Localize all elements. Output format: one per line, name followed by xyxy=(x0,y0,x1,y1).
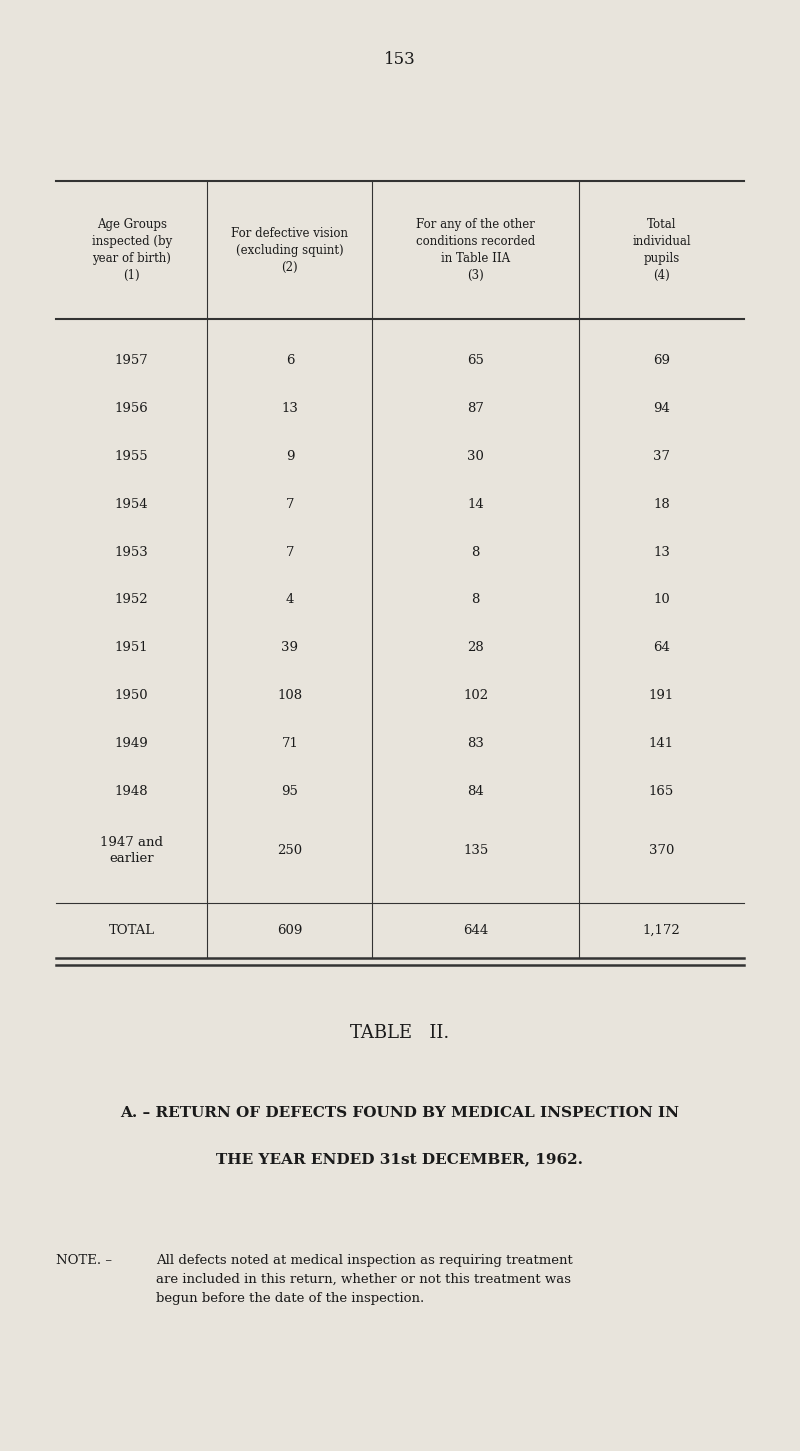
Text: Age Groups
inspected (by
year of birth)
(1): Age Groups inspected (by year of birth) … xyxy=(91,218,172,283)
Text: THE YEAR ENDED 31st DECEMBER, 1962.: THE YEAR ENDED 31st DECEMBER, 1962. xyxy=(217,1152,583,1167)
Text: 1954: 1954 xyxy=(115,498,149,511)
Text: 1949: 1949 xyxy=(115,737,149,750)
Text: 69: 69 xyxy=(653,354,670,367)
Text: 1950: 1950 xyxy=(115,689,149,702)
Text: 64: 64 xyxy=(653,641,670,654)
Text: 1957: 1957 xyxy=(115,354,149,367)
Text: TOTAL: TOTAL xyxy=(109,924,154,936)
Text: 135: 135 xyxy=(463,844,488,856)
Text: 13: 13 xyxy=(653,546,670,559)
Text: A. – RETURN OF DEFECTS FOUND BY MEDICAL INSPECTION IN: A. – RETURN OF DEFECTS FOUND BY MEDICAL … xyxy=(121,1106,679,1120)
Text: 87: 87 xyxy=(467,402,484,415)
Text: 1955: 1955 xyxy=(115,450,149,463)
Text: 6: 6 xyxy=(286,354,294,367)
Text: 65: 65 xyxy=(467,354,484,367)
Text: TABLE   II.: TABLE II. xyxy=(350,1024,450,1042)
Text: 37: 37 xyxy=(653,450,670,463)
Text: 84: 84 xyxy=(467,785,484,798)
Text: 165: 165 xyxy=(649,785,674,798)
Text: NOTE. –: NOTE. – xyxy=(56,1254,112,1267)
Text: 7: 7 xyxy=(286,498,294,511)
Text: 18: 18 xyxy=(653,498,670,511)
Text: 71: 71 xyxy=(282,737,298,750)
Text: 7: 7 xyxy=(286,546,294,559)
Text: 609: 609 xyxy=(278,924,302,936)
Text: 102: 102 xyxy=(463,689,488,702)
Text: 94: 94 xyxy=(653,402,670,415)
Text: For defective vision
(excluding squint)
(2): For defective vision (excluding squint) … xyxy=(231,226,349,274)
Text: 13: 13 xyxy=(282,402,298,415)
Text: 250: 250 xyxy=(278,844,302,856)
Text: 1956: 1956 xyxy=(115,402,149,415)
Text: 95: 95 xyxy=(282,785,298,798)
Text: 1947 and
earlier: 1947 and earlier xyxy=(100,836,163,865)
Text: 8: 8 xyxy=(471,546,480,559)
Text: 1948: 1948 xyxy=(115,785,149,798)
Text: 141: 141 xyxy=(649,737,674,750)
Text: 1953: 1953 xyxy=(115,546,149,559)
Text: 30: 30 xyxy=(467,450,484,463)
Text: 153: 153 xyxy=(384,51,416,68)
Text: 1951: 1951 xyxy=(115,641,149,654)
Text: 1,172: 1,172 xyxy=(642,924,680,936)
Text: 10: 10 xyxy=(653,593,670,607)
Text: Total
individual
pupils
(4): Total individual pupils (4) xyxy=(632,218,690,283)
Text: 108: 108 xyxy=(278,689,302,702)
Text: All defects noted at medical inspection as requiring treatment
are included in t: All defects noted at medical inspection … xyxy=(156,1254,573,1304)
Text: 191: 191 xyxy=(649,689,674,702)
Text: 28: 28 xyxy=(467,641,484,654)
Text: 1952: 1952 xyxy=(115,593,149,607)
Text: For any of the other
conditions recorded
in Table IIA
(3): For any of the other conditions recorded… xyxy=(416,218,535,283)
Text: 8: 8 xyxy=(471,593,480,607)
Text: 370: 370 xyxy=(649,844,674,856)
Text: 9: 9 xyxy=(286,450,294,463)
Text: 4: 4 xyxy=(286,593,294,607)
Text: 644: 644 xyxy=(463,924,488,936)
Text: 14: 14 xyxy=(467,498,484,511)
Text: 83: 83 xyxy=(467,737,484,750)
Text: 39: 39 xyxy=(282,641,298,654)
